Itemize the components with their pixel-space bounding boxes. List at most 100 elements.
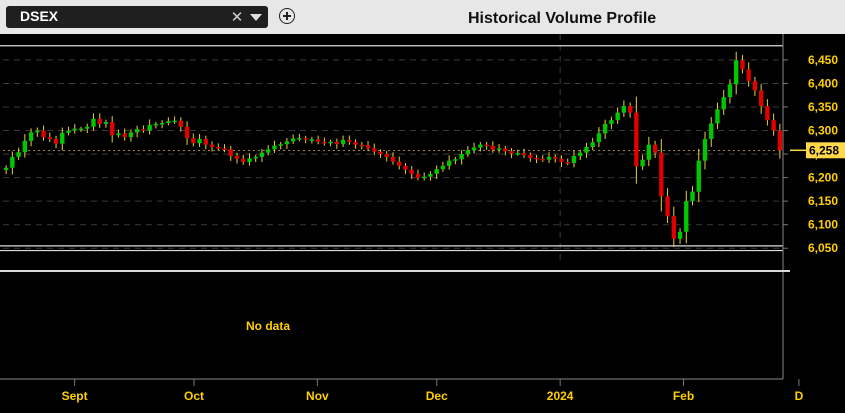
candle (259, 149, 265, 162)
candle-body (122, 133, 127, 138)
candle-body (559, 158, 564, 163)
candle-body (578, 152, 583, 156)
candle-body (359, 144, 364, 147)
candle-body (409, 169, 414, 174)
candle (41, 125, 46, 141)
candle (397, 156, 402, 170)
candle-body (340, 139, 346, 145)
chevron-down-icon[interactable] (250, 14, 262, 21)
candle-body (428, 173, 433, 177)
price-tick-label: 6,350 (808, 100, 838, 114)
candle (297, 133, 302, 142)
lower-panel-divider (0, 270, 790, 272)
candle-body (284, 141, 290, 145)
plus-circle-icon[interactable] (279, 8, 295, 24)
candle-body (159, 122, 165, 125)
candle (378, 149, 383, 158)
price-tick-label: 6,300 (808, 124, 838, 138)
candle (752, 76, 758, 97)
candle-body (378, 151, 383, 155)
candle (709, 116, 714, 147)
candle (496, 144, 502, 153)
candle (347, 135, 352, 145)
candle (35, 127, 40, 137)
candle-body (272, 145, 277, 150)
candle-body (234, 155, 240, 159)
candle (16, 147, 21, 160)
price-tick-label: 6,050 (808, 241, 838, 255)
candle-body (590, 142, 595, 147)
candle-body (178, 120, 184, 127)
time-tick-label: Dec (426, 389, 448, 403)
candle (515, 149, 520, 156)
candle-body (141, 129, 146, 131)
chart-title: Historical Volume Profile (468, 10, 657, 27)
candle (734, 51, 739, 95)
candle (247, 153, 252, 166)
candle-body (290, 138, 296, 142)
candle-body (116, 133, 121, 136)
candle-body (571, 155, 577, 164)
candle (740, 54, 745, 74)
candle-body (216, 147, 221, 149)
price-tick-label: 6,100 (808, 218, 838, 232)
candle-body (78, 128, 84, 131)
candle (690, 186, 695, 206)
candle (78, 126, 84, 132)
candle-body (446, 160, 452, 166)
candle-body (771, 120, 776, 131)
close-icon[interactable]: ✕ (230, 8, 244, 26)
candle (290, 134, 296, 144)
price-tick-label: 6,150 (808, 194, 838, 208)
candle-body (659, 152, 664, 197)
candle-body (503, 148, 508, 152)
no-data-message: No data (246, 319, 290, 333)
candle-body (128, 132, 134, 138)
candle (110, 116, 115, 143)
candle-body (665, 196, 670, 217)
candle-body (509, 151, 514, 154)
candle-body (10, 156, 15, 168)
candle (216, 143, 221, 151)
candle (546, 152, 552, 164)
candle (178, 117, 184, 132)
candle-body (534, 157, 539, 160)
candle (702, 131, 708, 170)
price-tick-label: 6,400 (808, 76, 838, 90)
candle-body (3, 167, 9, 171)
last-price-badge (806, 142, 845, 159)
candle (103, 119, 109, 128)
time-tick-label: Sept (62, 389, 88, 403)
candle (3, 165, 9, 174)
candle-body (266, 149, 271, 153)
candle (184, 121, 190, 145)
candle-body (646, 144, 652, 160)
candle (116, 129, 121, 138)
symbol-input[interactable]: DSEX (20, 8, 59, 24)
candle-body (347, 139, 352, 142)
candle (715, 102, 720, 129)
candle (503, 145, 508, 156)
candle-body (191, 138, 196, 144)
candle (91, 113, 96, 131)
time-tick-label: D (795, 389, 804, 403)
time-tick-label: Feb (673, 389, 694, 403)
candle (422, 172, 427, 181)
symbol-selector[interactable]: DSEX ✕ (6, 6, 268, 28)
candle (372, 143, 377, 156)
candle-body (66, 130, 71, 133)
candle-body (228, 149, 233, 156)
candle-body (584, 147, 589, 153)
candle (122, 128, 127, 141)
candle-body (41, 130, 46, 138)
candle-body (478, 144, 483, 148)
candle (403, 163, 408, 174)
candle (266, 145, 271, 156)
candle-body (322, 141, 327, 144)
candle-body (60, 132, 65, 144)
candle (272, 140, 277, 153)
candle-body (241, 158, 246, 163)
candle-body (565, 162, 570, 164)
price-chart[interactable]: 6,0506,1006,1506,2006,2506,3006,3506,400… (0, 34, 845, 413)
candle-body (147, 124, 152, 131)
